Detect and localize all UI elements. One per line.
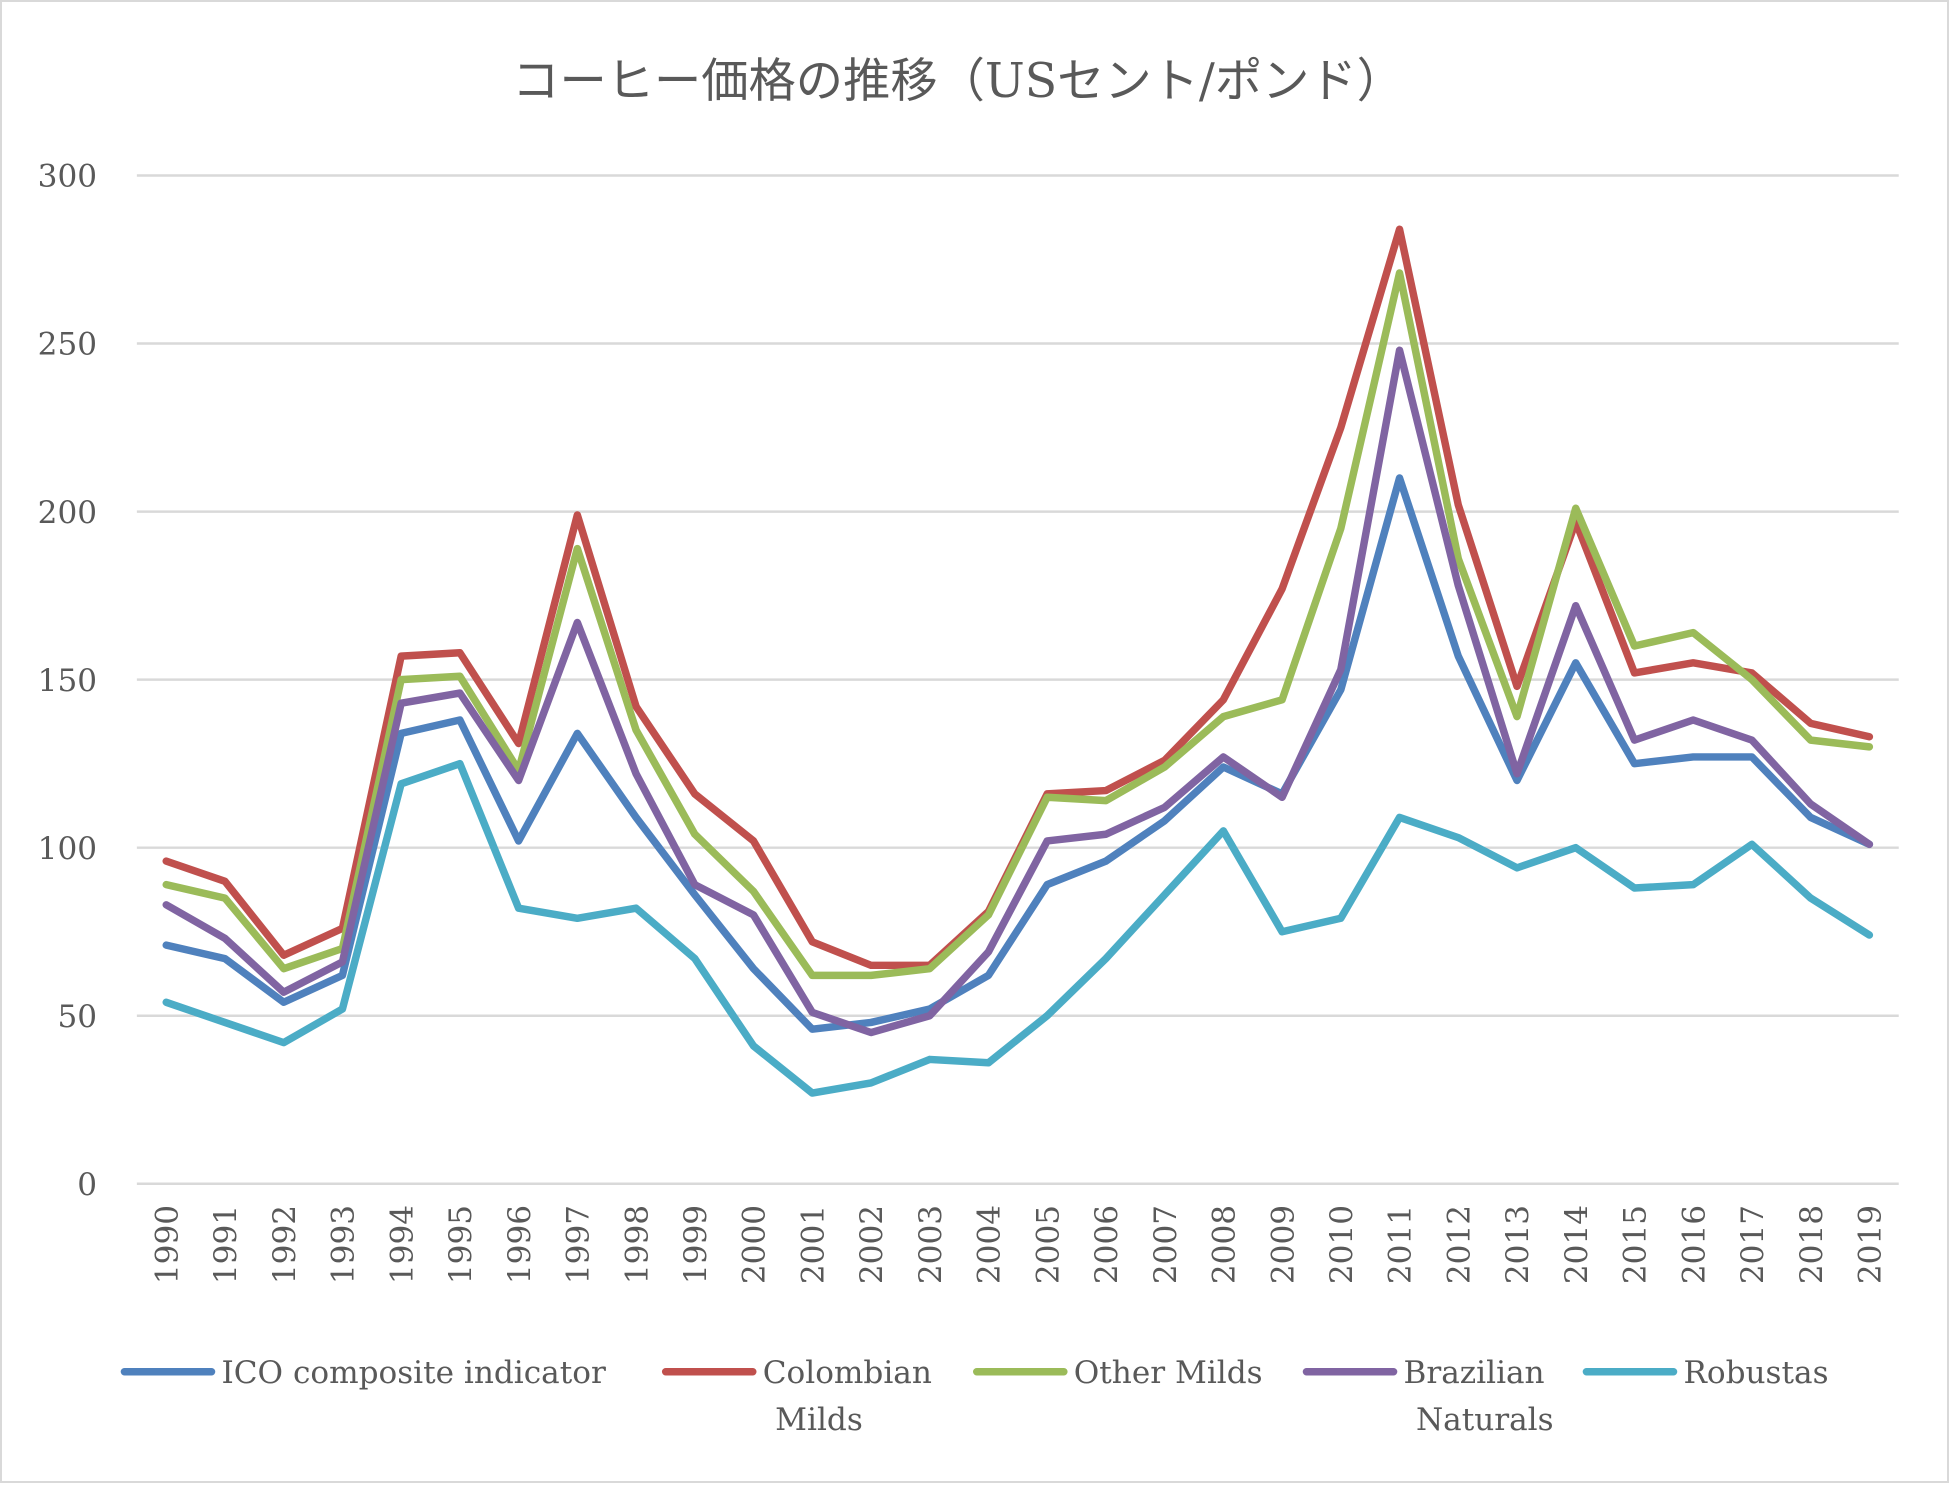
series-lines [162, 225, 1874, 1097]
series-line-brazilian-naturals [162, 346, 1874, 1037]
legend-label: Other Milds [1074, 1355, 1263, 1391]
x-tick-label: 2007 [1148, 1205, 1184, 1284]
legend-label: Colombian [763, 1355, 932, 1391]
x-tick-label: 2015 [1618, 1205, 1654, 1284]
x-tick-label: 1991 [208, 1205, 244, 1284]
x-tick-label: 2001 [795, 1205, 831, 1284]
y-tick-label: 150 [38, 663, 97, 699]
legend-label: Milds [775, 1402, 863, 1438]
y-axis-ticks: 0 50 100 150 200 250 300 [38, 159, 97, 1203]
x-tick-label: 2014 [1559, 1205, 1595, 1284]
legend-item: Other Milds [973, 1355, 1263, 1391]
x-tick-label: 1999 [678, 1205, 714, 1284]
series-line-ico-composite-indicator [162, 474, 1874, 1033]
x-tick-label: 2008 [1207, 1205, 1243, 1284]
x-tick-label: 2006 [1089, 1205, 1125, 1284]
x-tick-label: 1994 [384, 1205, 420, 1284]
legend-label: ICO composite indicator [221, 1355, 605, 1391]
x-tick-label: 2012 [1441, 1205, 1477, 1284]
legend-label: Brazilian [1404, 1355, 1545, 1391]
x-tick-label: 1997 [561, 1205, 597, 1284]
y-tick-label: 250 [38, 327, 97, 363]
gridlines [136, 174, 1899, 1186]
x-tick-label: 2011 [1383, 1205, 1419, 1284]
legend-item: Robustas [1582, 1355, 1829, 1391]
y-tick-label: 200 [38, 495, 97, 531]
legend: ICO composite indicator Colombian Milds Oth… [120, 1355, 1829, 1438]
x-tick-label: 2004 [972, 1205, 1008, 1284]
x-tick-label: 2016 [1676, 1205, 1712, 1284]
x-tick-label: 2019 [1853, 1205, 1889, 1284]
x-tick-label: 2000 [737, 1205, 773, 1284]
x-tick-label: 2017 [1735, 1205, 1771, 1284]
x-tick-label: 2013 [1500, 1205, 1536, 1284]
x-tick-label: 2002 [854, 1205, 890, 1284]
y-tick-label: 100 [38, 831, 97, 867]
y-tick-label: 0 [77, 1167, 97, 1203]
legend-item: ICO composite indicator [120, 1355, 606, 1391]
legend-item: Brazilian Naturals [1302, 1355, 1554, 1438]
x-tick-label: 2003 [913, 1205, 949, 1284]
y-tick-label: 50 [57, 999, 97, 1035]
legend-item: Colombian Milds [661, 1355, 932, 1438]
x-tick-label: 1996 [502, 1205, 538, 1284]
x-tick-label: 1992 [267, 1205, 303, 1284]
x-tick-label: 2010 [1324, 1205, 1360, 1284]
chart-title: コーヒー価格の推移（USセント/ポンド） [512, 54, 1404, 109]
x-axis-ticks: 1990 1991 1992 1993 1994 1995 1996 1997 1998 1999… [149, 1205, 1888, 1284]
x-tick-label: 2009 [1265, 1205, 1301, 1284]
x-tick-label: 1990 [149, 1205, 185, 1284]
legend-label: Naturals [1416, 1402, 1554, 1438]
x-tick-label: 1995 [443, 1205, 479, 1284]
legend-label: Robustas [1683, 1355, 1828, 1391]
x-tick-label: 2018 [1794, 1205, 1830, 1284]
x-tick-label: 2005 [1030, 1205, 1066, 1284]
series-line-robustas [162, 759, 1874, 1097]
series-line-other-milds [162, 269, 1874, 980]
x-tick-label: 1993 [326, 1205, 362, 1284]
x-tick-label: 1998 [619, 1205, 655, 1284]
y-tick-label: 300 [38, 159, 97, 195]
